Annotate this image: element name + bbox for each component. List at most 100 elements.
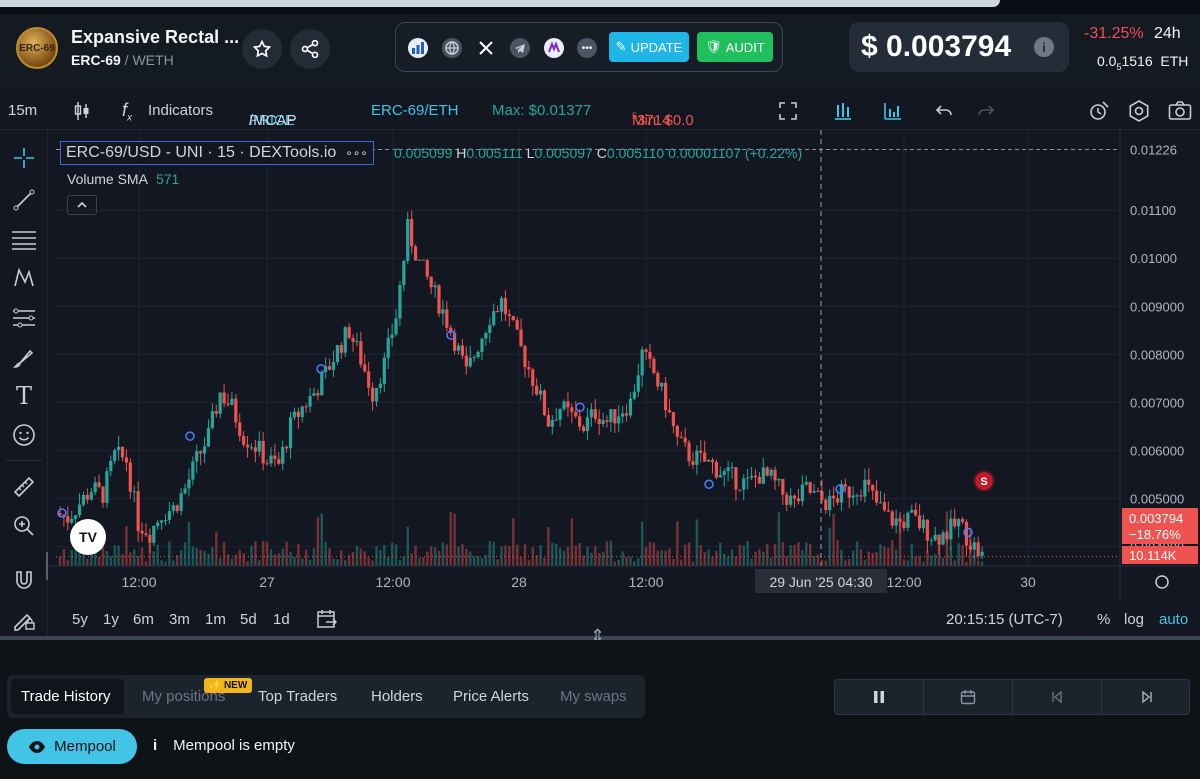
share-button[interactable] (290, 29, 330, 69)
audit-button[interactable]: 🛡 AUDIT (697, 32, 773, 62)
tab-top-traders[interactable]: Top Traders (258, 688, 338, 705)
candle-body (902, 521, 906, 528)
candle-body (871, 484, 875, 491)
first-page-button[interactable] (1013, 680, 1102, 714)
candles-icon[interactable] (74, 101, 90, 125)
range-3m[interactable]: 3m (169, 611, 190, 628)
emoji-tool-icon[interactable] (10, 421, 38, 449)
fullscreen-icon[interactable] (778, 101, 798, 125)
chart-legend-symbol[interactable]: ERC-69/USD - UNI · 15 · DEXTools.io ∘∘∘ (60, 141, 374, 165)
volume-bar (957, 543, 960, 566)
volume-bar (527, 559, 531, 566)
candle-body (703, 452, 707, 462)
candle-body (175, 505, 179, 511)
candle-body (128, 462, 132, 492)
volume-bar (230, 558, 234, 566)
trend-line-tool-icon[interactable] (10, 186, 38, 214)
collapse-legend-button[interactable] (67, 195, 97, 215)
prediction-tool-icon[interactable] (10, 304, 38, 332)
candle-body (515, 319, 519, 330)
telegram-icon[interactable] (510, 38, 530, 58)
goto-date-icon[interactable] (316, 608, 338, 634)
alert-icon[interactable] (1088, 100, 1110, 126)
zoom-tool-icon[interactable] (10, 512, 38, 540)
chart-clock[interactable]: 20:15:15 (UTC-7) (946, 611, 1063, 628)
info-icon[interactable]: i (1034, 37, 1054, 57)
last-page-button[interactable] (1102, 680, 1191, 714)
volume-bar (363, 551, 366, 566)
candle-body (601, 420, 605, 424)
volume-bar (308, 559, 312, 566)
calendar-button[interactable] (924, 680, 1013, 714)
candle-body (753, 475, 758, 478)
min-sub: 5 (632, 111, 638, 121)
auto-scale-toggle[interactable]: auto (1159, 611, 1189, 628)
candle-body (710, 459, 715, 463)
panel-divider[interactable] (0, 636, 1200, 640)
favorite-button[interactable] (242, 29, 282, 69)
tab-holders[interactable]: Holders (371, 688, 423, 705)
aggregator-icon[interactable] (544, 38, 564, 58)
chart-type-icon[interactable] (833, 101, 853, 125)
range-5d[interactable]: 5d (240, 611, 257, 628)
candle-body (320, 371, 324, 396)
pair-toggle[interactable]: ERC-69/ETH (371, 102, 459, 119)
interval-selector[interactable]: 15m (8, 102, 38, 119)
price-chart[interactable]: S 0.01226 0.01100 0.01000 0.009000 0.008000 0… (48, 130, 1200, 636)
range-1d[interactable]: 1d (273, 611, 290, 628)
redo-icon[interactable] (976, 101, 996, 125)
dextools-chart-icon[interactable] (408, 38, 428, 58)
more-links-icon[interactable]: ••• (577, 38, 597, 58)
tab-price-alerts[interactable]: Price Alerts (453, 688, 529, 705)
volume-bar (418, 557, 421, 566)
volume-bar (250, 545, 253, 566)
text-tool-icon[interactable]: T (15, 382, 32, 410)
camera-icon[interactable] (1168, 100, 1192, 126)
volume-bar (707, 549, 710, 566)
volume-bar (136, 556, 140, 566)
volume-bar (566, 546, 570, 566)
update-button[interactable]: ✎ UPDATE (609, 32, 689, 62)
crosshair-tool-icon[interactable] (10, 144, 38, 172)
volume-bar (469, 551, 472, 566)
tab-trade-history[interactable]: Trade History (11, 679, 124, 714)
candle-body (757, 477, 761, 484)
candle-body (437, 285, 441, 314)
range-1y[interactable]: 1y (103, 611, 119, 628)
candle-body (773, 469, 777, 481)
fib-tool-icon[interactable] (10, 226, 38, 254)
log-scale-toggle[interactable]: log (1124, 611, 1145, 628)
volume-bar (394, 544, 398, 566)
indicators-button[interactable]: Indicators (148, 102, 214, 119)
ruler-tool-icon[interactable] (10, 473, 38, 501)
address-bar[interactable] (0, 0, 1000, 7)
mempool-button[interactable]: Mempool (7, 729, 137, 764)
range-6m[interactable]: 6m (133, 611, 154, 628)
brush-tool-icon[interactable] (10, 344, 38, 372)
toolbar-scrollbar[interactable] (46, 552, 49, 580)
magnet-tool-icon[interactable] (10, 566, 38, 594)
legend-more-icon[interactable]: ∘∘∘ (345, 146, 368, 160)
range-5y[interactable]: 5y (72, 611, 88, 628)
volume-bar (906, 560, 910, 566)
pause-button[interactable] (835, 680, 924, 714)
undo-icon[interactable] (934, 101, 954, 125)
percent-scale-toggle[interactable]: % (1097, 611, 1111, 628)
pattern-tool-icon[interactable] (10, 264, 38, 292)
volume-bar (926, 550, 929, 566)
volume-bar (535, 555, 538, 566)
tab-my-swaps[interactable]: My swaps (560, 688, 627, 705)
range-1m[interactable]: 1m (205, 611, 226, 628)
settings-icon[interactable] (1128, 100, 1150, 126)
volume-toggle-icon[interactable] (883, 101, 903, 125)
lock-drawing-icon[interactable] (10, 606, 38, 634)
volume-bar (808, 543, 812, 566)
volume-bar (508, 546, 511, 566)
ohlc-close: 0.005110 (606, 145, 665, 161)
volume-bar (930, 555, 933, 566)
chart-canvas[interactable]: S 0.01226 0.01100 0.01000 0.009000 0.008000 0… (48, 130, 1200, 603)
volume-bar (683, 544, 687, 566)
website-globe-icon[interactable] (442, 38, 462, 58)
candle-body (648, 351, 652, 359)
x-twitter-icon[interactable] (476, 38, 496, 58)
